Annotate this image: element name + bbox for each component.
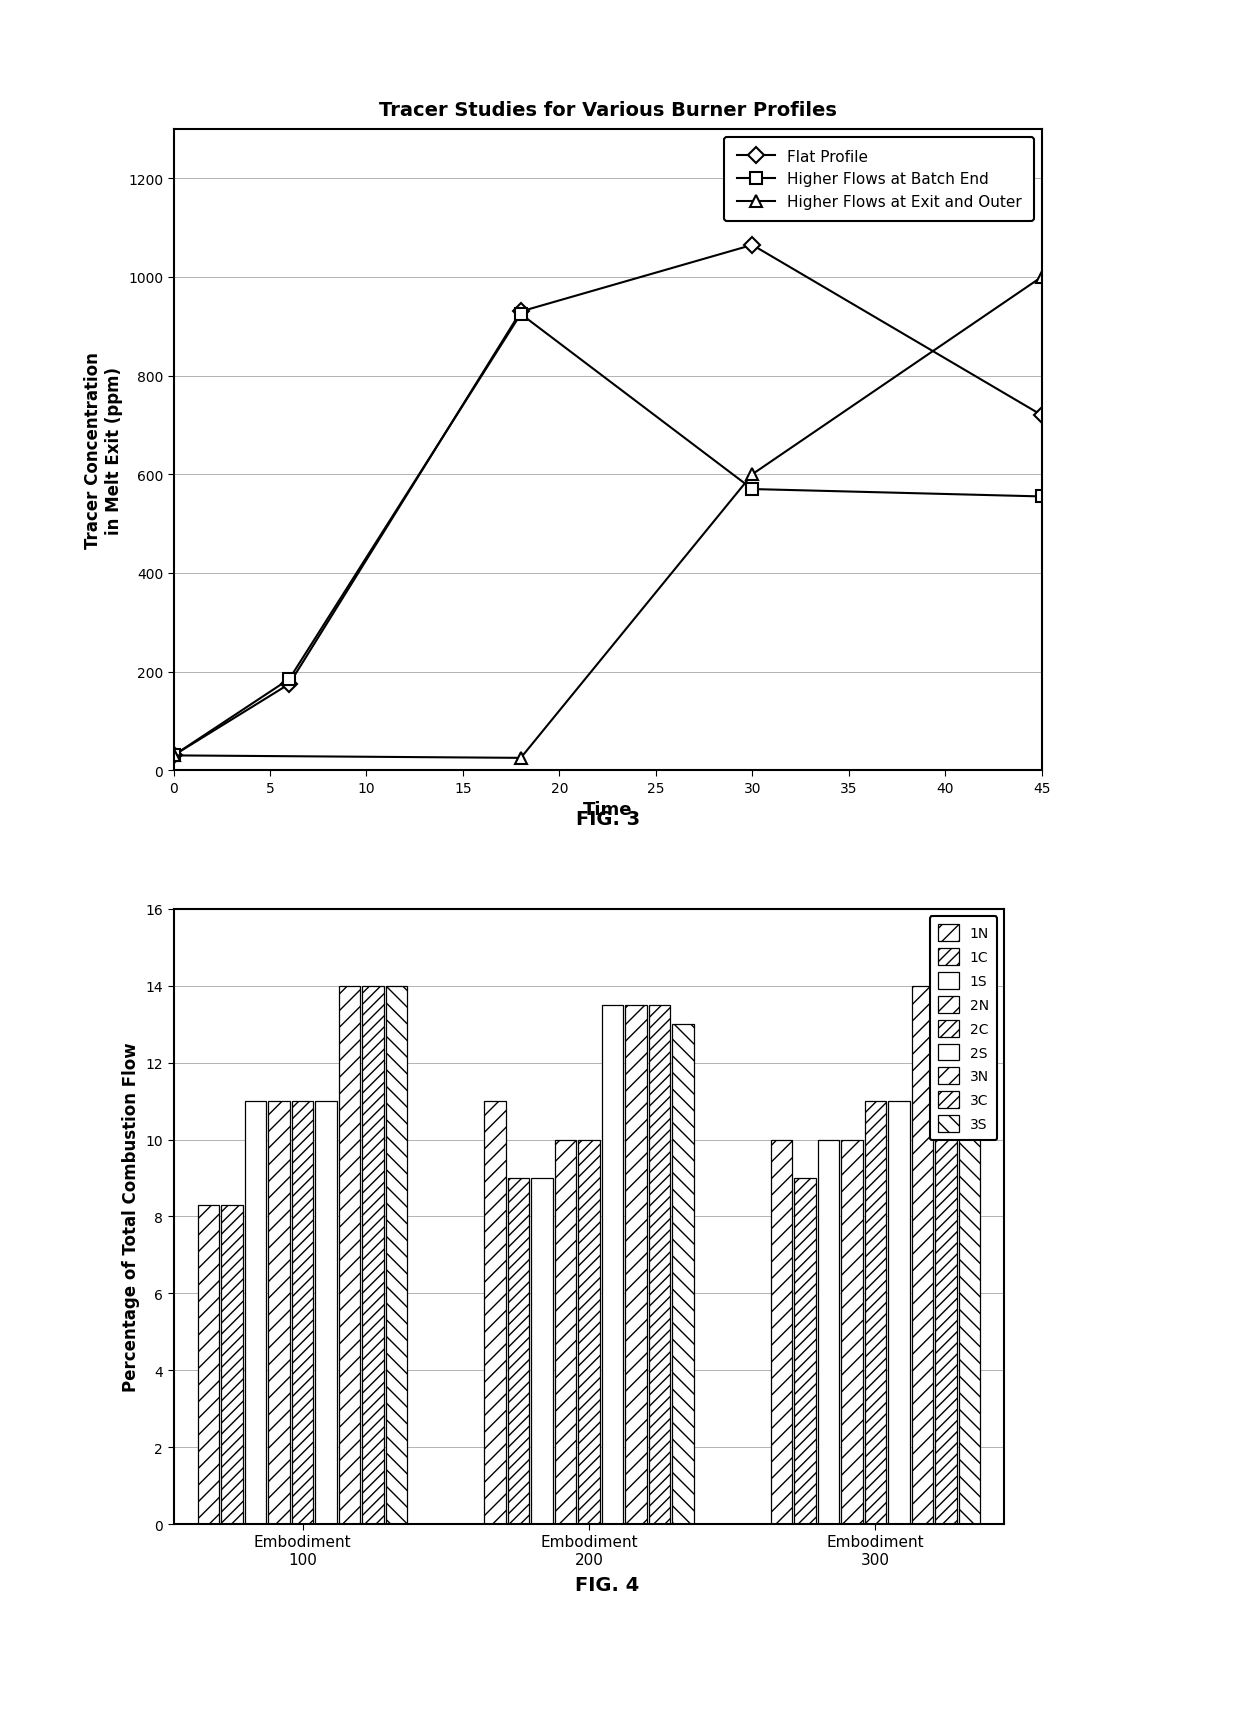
Text: FIG. 4: FIG. 4 [575, 1576, 640, 1593]
X-axis label: Time: Time [583, 800, 632, 819]
Higher Flows at Exit and Outer [745, 464, 760, 485]
Flat Profile [745, 236, 760, 256]
Bar [244, 1102, 267, 1524]
Higher Flows at Exit and Outer [1034, 267, 1049, 288]
Bar [771, 1140, 792, 1524]
Bar [864, 1102, 887, 1524]
Higher Flows at Batch End [513, 305, 528, 326]
Title: Tracer Studies for Various Burner Profiles: Tracer Studies for Various Burner Profil… [378, 100, 837, 120]
Higher Flows at Batch End [1034, 487, 1049, 507]
Bar [339, 986, 361, 1524]
Flat Profile [281, 674, 296, 695]
Legend: 1N, 1C, 1S, 2N, 2C, 2S, 3N, 3C, 3S: 1N, 1C, 1S, 2N, 2C, 2S, 3N, 3C, 3S [930, 916, 997, 1141]
Bar [841, 1140, 863, 1524]
Bar [794, 1178, 816, 1524]
Higher Flows at Batch End [281, 669, 296, 689]
Higher Flows at Exit and Outer [166, 745, 181, 766]
Text: FIG. 3: FIG. 3 [575, 811, 640, 828]
Bar [386, 986, 407, 1524]
Bar [362, 986, 384, 1524]
Bar [221, 1205, 243, 1524]
Bar [531, 1178, 553, 1524]
Bar [911, 986, 934, 1524]
Line: Flat Profile: Flat Profile [169, 241, 1047, 762]
Flat Profile [1034, 405, 1049, 426]
Higher Flows at Batch End [166, 745, 181, 766]
Line: Higher Flows at Batch End: Higher Flows at Batch End [169, 310, 1047, 762]
Bar [507, 1178, 529, 1524]
Bar [649, 1005, 671, 1524]
Flat Profile [513, 301, 528, 322]
Bar [578, 1140, 600, 1524]
Legend: Flat Profile, Higher Flows at Batch End, Higher Flows at Exit and Outer: Flat Profile, Higher Flows at Batch End,… [724, 137, 1034, 222]
Y-axis label: Tracer Concentration
in Melt Exit (ppm): Tracer Concentration in Melt Exit (ppm) [84, 352, 123, 549]
Bar [888, 1102, 910, 1524]
Bar [817, 1140, 839, 1524]
Bar [959, 1063, 981, 1524]
Bar [935, 986, 957, 1524]
Bar [268, 1102, 290, 1524]
Bar [291, 1102, 314, 1524]
Bar [625, 1005, 647, 1524]
Bar [672, 1025, 693, 1524]
Bar [485, 1102, 506, 1524]
Bar [601, 1005, 624, 1524]
Y-axis label: Percentage of Total Combustion Flow: Percentage of Total Combustion Flow [122, 1043, 140, 1391]
Higher Flows at Exit and Outer [513, 748, 528, 769]
Bar [315, 1102, 337, 1524]
Bar [554, 1140, 577, 1524]
Flat Profile [166, 745, 181, 766]
Bar [197, 1205, 219, 1524]
Line: Higher Flows at Exit and Outer: Higher Flows at Exit and Outer [169, 272, 1047, 764]
Higher Flows at Batch End [745, 480, 760, 501]
